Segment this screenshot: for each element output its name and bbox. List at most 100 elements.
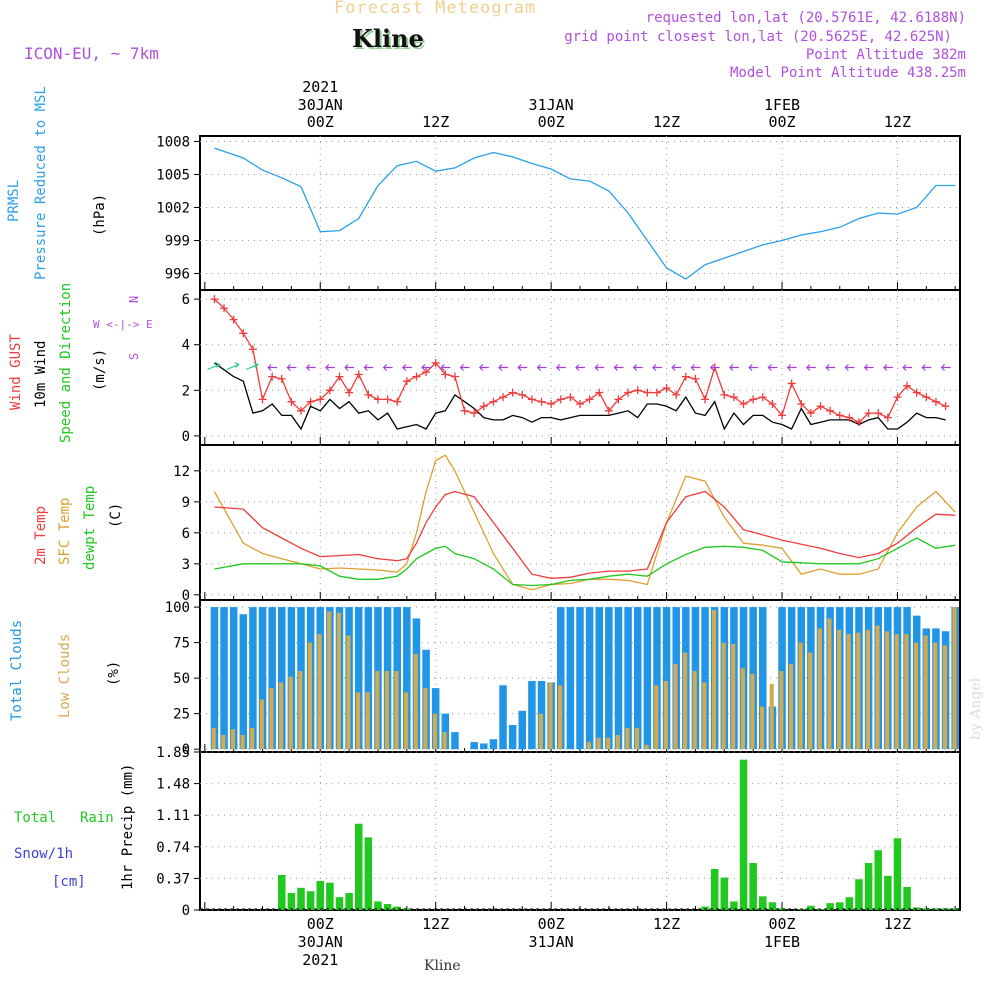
wind-gust-marker [412,372,421,381]
wind-direction-arrow [825,364,836,371]
low-clouds-bar [885,631,890,750]
wind-direction-arrow [921,364,932,371]
low-clouds-bar [211,727,216,750]
wind-gust-marker [720,390,729,399]
wind-gust-marker [729,393,738,402]
wind-gust-marker [422,368,431,377]
wind-gust-marker [806,409,815,418]
wind-gust-marker [239,329,248,338]
bottom-date-label: 30JAN [298,933,343,951]
bottom-date-label: 31JAN [529,933,574,951]
wind-gust-marker [826,406,835,415]
total-clouds-bar [759,607,767,750]
wind-gust-marker [778,411,787,420]
top-hour-label: 00Z [538,113,565,131]
low-clouds-bar [230,729,236,750]
snow-unit: [cm] [52,874,86,890]
low-clouds-bar [298,671,303,750]
wind-gust-marker [566,393,575,402]
rain-bar [749,863,757,910]
total-clouds-bar [403,607,411,750]
wind-gust-marker [672,390,681,399]
total-clouds-bar [268,607,276,750]
wind-gust-marker [508,388,517,397]
wind-direction-arrow [401,364,412,371]
total-clouds-bar [614,607,623,750]
low-clouds-bar [808,652,813,750]
y-tick-label: 1002 [156,201,190,217]
low-clouds-bar [894,634,899,750]
total-clouds-bar [653,607,661,750]
wind-gust-marker [383,395,392,404]
wind-gust-marker [527,395,536,404]
rain-bar [874,850,882,910]
wind-gust-marker [883,413,892,422]
low-clouds-bar [702,682,707,750]
top-date-label: 30JAN [298,96,343,114]
wind-gust-marker [893,393,902,402]
wind-direction-arrow [382,364,393,371]
wind-direction-arrow [882,364,893,371]
rain-bar [354,823,363,910]
rain-bar [768,902,777,910]
low-clouds-bar [365,692,370,750]
total-clouds-bar [220,607,228,750]
wind-direction-arrow [517,364,528,371]
requested-coords: requested lon,lat (20.5761E, 42.6188N) [645,10,966,26]
top-hour-label: 12Z [653,113,680,131]
wind-gust-marker [691,374,700,383]
rain-bar [759,896,767,910]
total-clouds-bar [364,607,373,750]
wind-direction-arrow [267,364,278,371]
wind-direction-arrow [863,364,874,371]
low-clouds-bar [740,668,745,750]
snow-label: Snow/1h [14,846,74,862]
wind-direction-arrow [245,361,259,371]
wind-gust-marker [941,402,950,411]
rain-bar [855,879,863,910]
low-clouds-bar [779,671,784,750]
y-tick-label: 25 [173,707,190,723]
wind-gust-marker [229,315,238,324]
wind-direction-arrow [478,364,489,371]
wind-gust-marker [758,393,767,402]
wind-direction-arrow [440,364,451,371]
wind-gust-marker [364,390,373,399]
rain-bar [903,886,911,910]
low-clouds-bar [683,652,688,750]
low-clouds-bar [721,642,726,750]
rain-bar [835,902,844,910]
panel-frame-0 [199,135,961,291]
rain-bar [720,877,729,910]
total-clouds-bar [258,607,267,750]
wind-direction-arrow [786,364,797,371]
wind-direction-arrow [226,361,240,371]
y-tick-label: 75 [173,636,190,652]
rain-bar [278,874,286,910]
low-clouds-bar [558,685,563,750]
wind-gust-marker [441,370,450,379]
model-point-altitude: Model Point Altitude 438.25m [729,65,966,81]
y-tick-label: 3 [182,557,190,573]
y-tick-label: 996 [165,267,190,283]
temp-2m-line [214,490,956,579]
y-tick-label: 9 [182,495,190,511]
rain-bar [345,892,353,910]
station-title: Kline [352,24,424,53]
bottom-hour-label: 12Z [884,915,911,933]
wind-gust-marker [681,372,690,381]
wind-gust-marker [624,388,633,397]
wind-direction-arrow [844,364,855,371]
wind-direction-arrow [709,364,720,371]
rain-bar [932,908,940,910]
prmsl-line [214,147,956,280]
wind-gust-marker [373,395,382,404]
total-clouds-bar [249,607,257,750]
rain-bar [739,759,748,910]
low-clouds-bar [548,682,553,750]
point-altitude: Point Altitude 382m [805,47,966,63]
y-tick-label: 50 [173,671,190,687]
total-clouds-bar [451,732,459,750]
wind-gust-marker [489,397,498,406]
